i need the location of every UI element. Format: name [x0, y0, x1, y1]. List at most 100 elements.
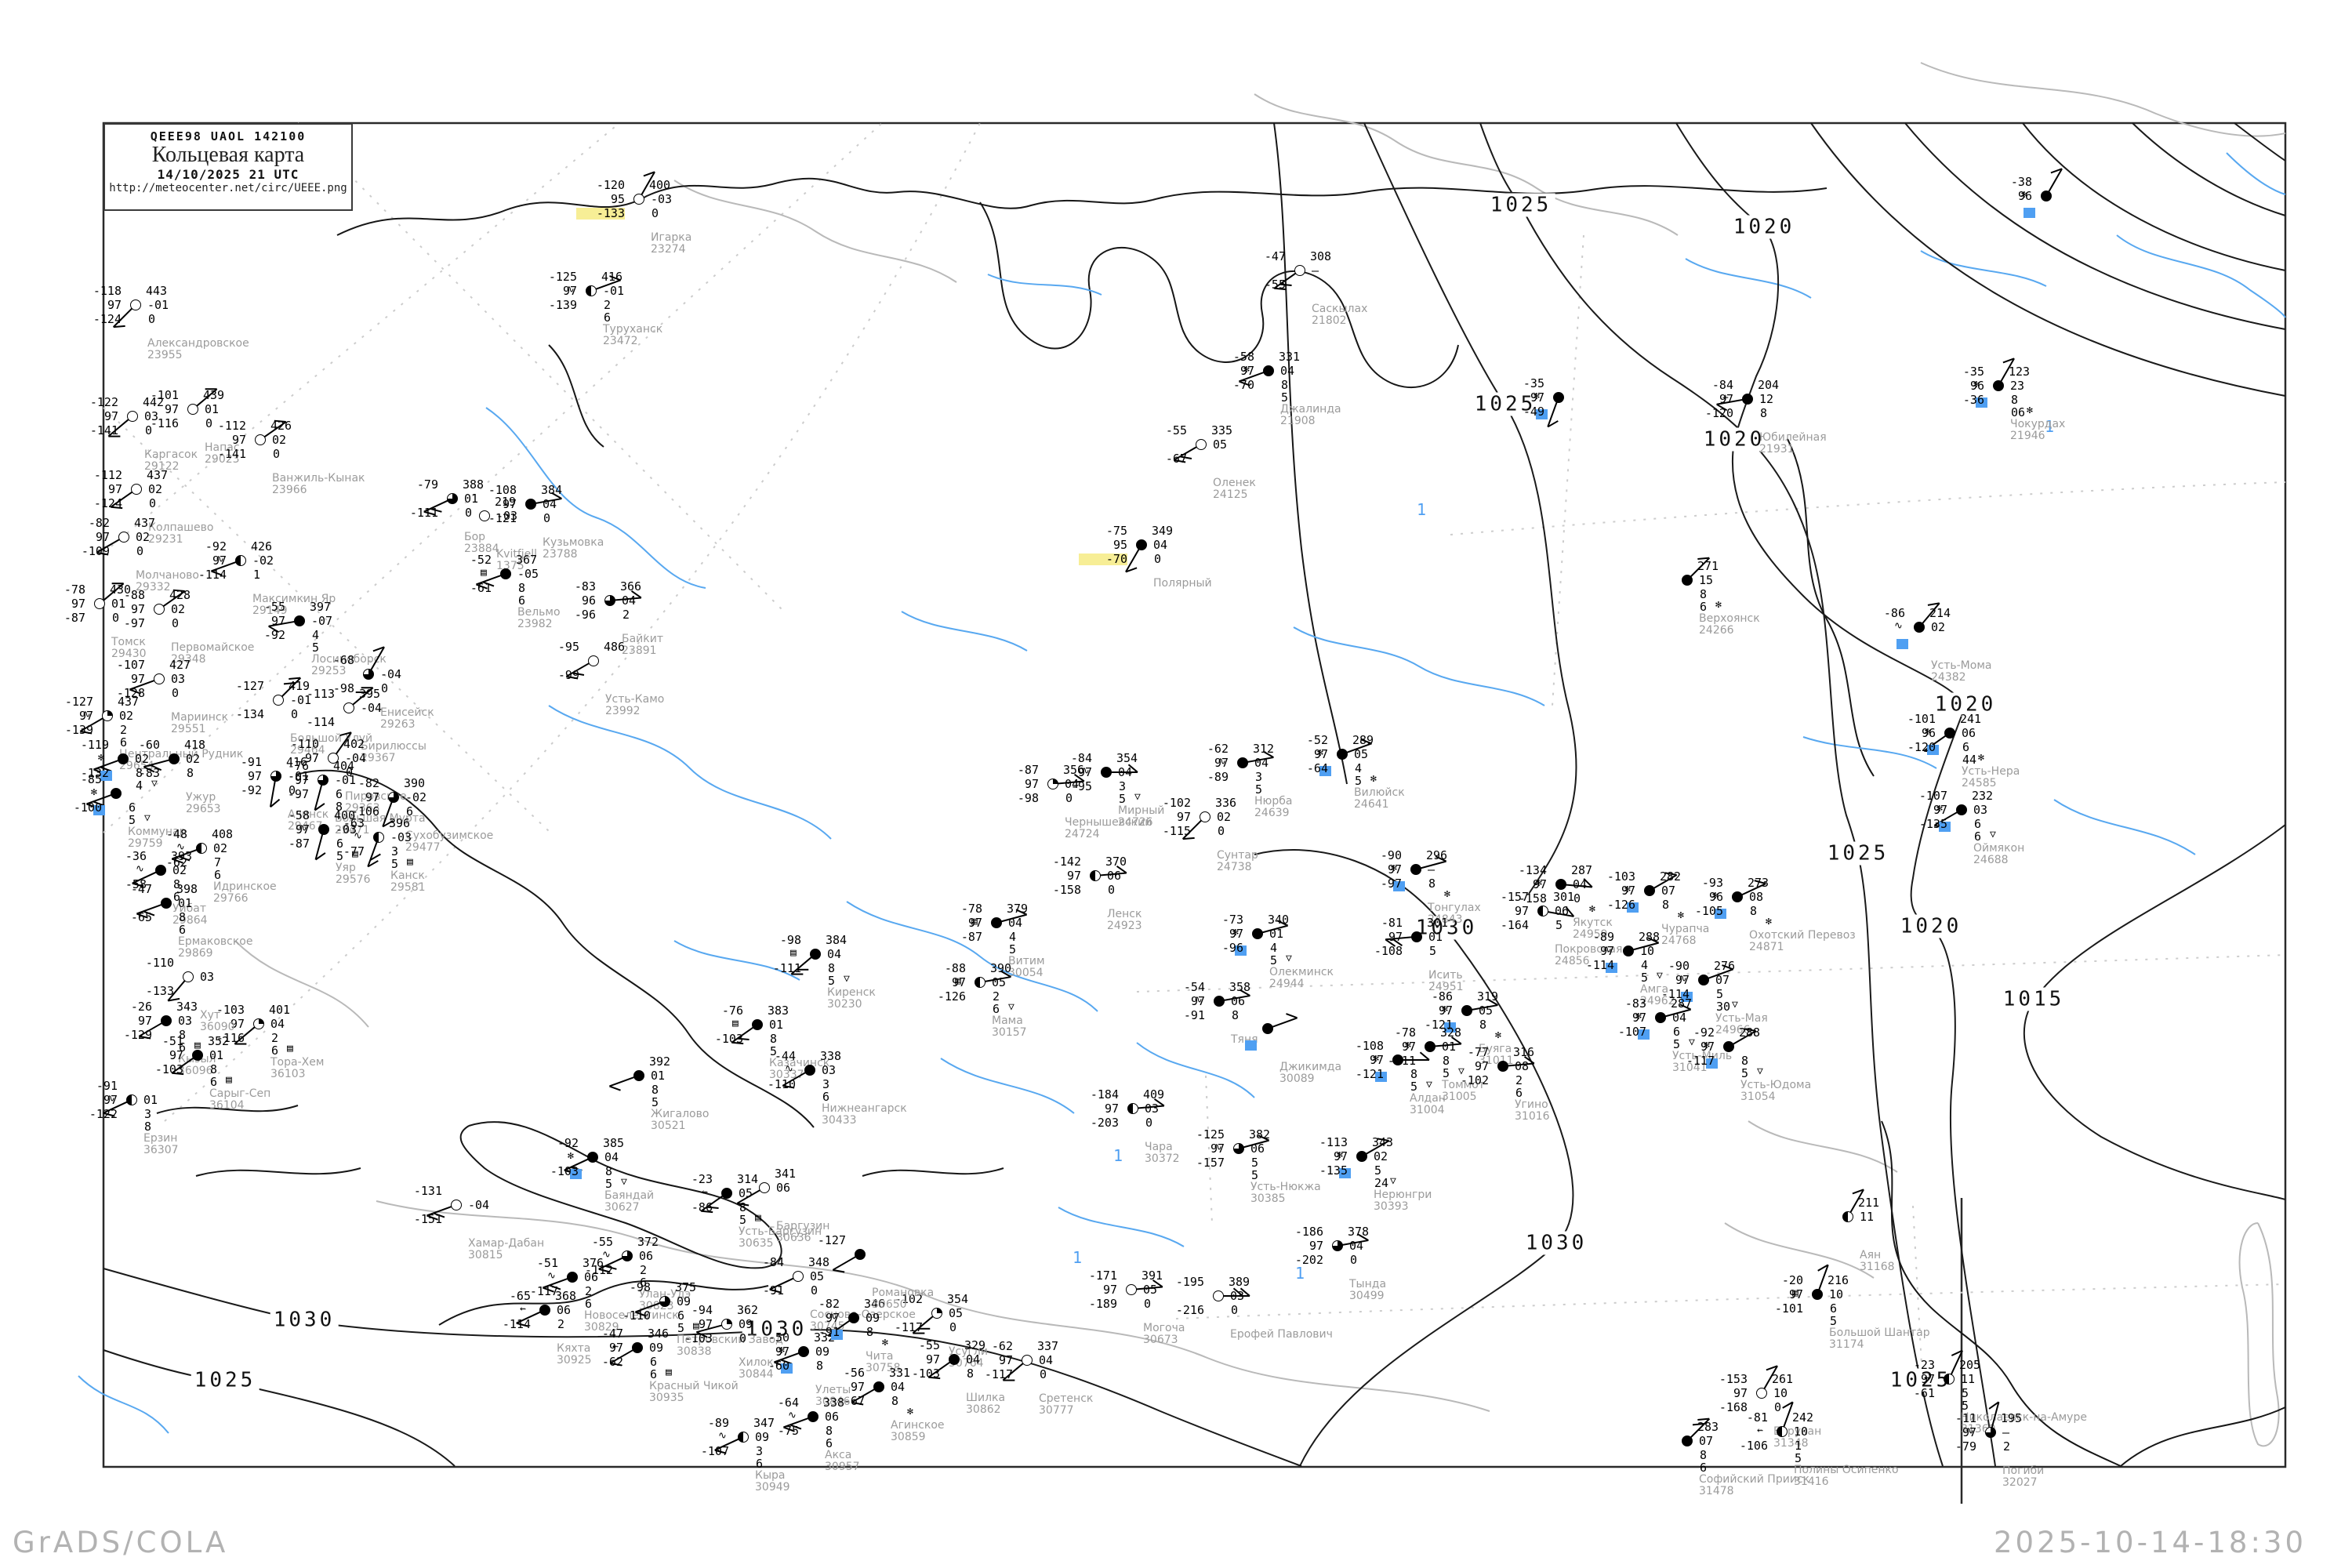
station-index: 30844 — [739, 1368, 774, 1381]
dewpoint: -128 — [116, 686, 145, 700]
station-index: 30935 — [649, 1392, 684, 1404]
temperature: -186 — [1294, 1225, 1323, 1239]
temperature: -88 — [944, 961, 966, 975]
cloud-cover-symbol — [1537, 906, 1548, 916]
visibility-code: 97 — [1514, 904, 1529, 918]
pressure-tendency: 03 — [144, 409, 159, 423]
dewpoint: -135 — [1319, 1163, 1348, 1178]
station-name: Угино — [1515, 1098, 1548, 1111]
snow-cover-marker — [1536, 409, 1548, 419]
dewpoint: -61 — [470, 581, 492, 595]
pressure-tendency: 05 — [810, 1269, 825, 1283]
cloud-amount-low: 5 — [677, 1321, 685, 1335]
station-index: 24966 — [1715, 1024, 1751, 1036]
visibility-code: 97 — [1962, 1425, 1976, 1439]
cloud-amount: 2 — [1515, 1073, 1523, 1087]
temperature: -93 — [1701, 876, 1723, 890]
dewpoint: -139 — [548, 298, 577, 312]
cloud-cover-symbol — [1655, 1012, 1666, 1023]
cloud-amount: 0 — [1350, 1253, 1358, 1267]
cloud-amount: 2 — [622, 608, 630, 622]
cloud-cover-symbol — [343, 702, 354, 713]
pressure-value: 346 — [648, 1327, 670, 1341]
temperature: -83 — [1624, 996, 1646, 1011]
cloud-amount: 8 — [770, 1032, 778, 1046]
pressure-tendency: 06 — [1962, 726, 1976, 740]
pressure-value: 316 — [1513, 1045, 1535, 1059]
cloud-cover-symbol — [721, 1319, 732, 1330]
station-index: 30521 — [651, 1120, 686, 1132]
cloud-cover-symbol — [752, 1019, 763, 1030]
cloud-amount: 6 — [336, 837, 344, 851]
weather-symbol: ∿ — [1194, 994, 1203, 1006]
cloud-amount-low: 6 — [1700, 600, 1708, 614]
visibility-code: 97 — [1438, 1004, 1453, 1018]
station-index: 30859 — [891, 1431, 926, 1443]
cloud-amount: 0 — [1144, 1297, 1152, 1311]
weather-symbol: ⇜ — [520, 1303, 526, 1315]
weather-symbol: ✻ — [568, 1150, 574, 1162]
pressure-value: 384 — [826, 933, 848, 947]
visibility-code: 97 — [1733, 1386, 1748, 1400]
cloud-cover-symbol — [1777, 1426, 1788, 1437]
cloud-cover-symbol — [131, 484, 142, 495]
station-index: 36103 — [270, 1068, 306, 1080]
station-name: Сарыг-Сеп — [209, 1087, 271, 1100]
pressure-tendency: 04 — [1008, 916, 1023, 930]
pressure-tendency: 15 — [1699, 573, 1714, 587]
dewpoint: -115 — [1162, 824, 1191, 838]
pressure-tendency: -01 — [335, 773, 357, 787]
cloud-cover-symbol — [1682, 575, 1693, 586]
station-name: Нерюнгри — [1374, 1189, 1432, 1201]
cloud-cover-symbol — [1555, 879, 1566, 890]
pressure-value: 396 — [389, 816, 411, 830]
pressure-tendency: 07 — [1715, 973, 1730, 987]
dewpoint: -58 — [125, 877, 147, 891]
station-name: Охотский Перевоз — [1749, 929, 1856, 942]
temperature: -76 — [721, 1004, 743, 1018]
dewpoint: -109 — [81, 544, 110, 558]
cloud-amount: 0 — [465, 506, 473, 520]
visibility-code: 97 — [850, 1380, 865, 1394]
cloud-amount-low: 5 — [605, 1177, 613, 1191]
weather-symbol: ▤ — [955, 975, 961, 987]
pressure-value: 123 — [2009, 365, 2031, 379]
visibility-code: 97 — [164, 402, 179, 416]
weather-symbol: ⇜ — [702, 1186, 708, 1198]
station-index: 29581 — [390, 881, 426, 894]
pressure-tendency: 03 — [171, 672, 186, 686]
pressure-tendency: 02 — [135, 752, 150, 766]
cloud-cover-symbol — [1356, 1151, 1367, 1162]
pressure-tendency: 09 — [649, 1341, 664, 1355]
snow-cover-marker — [1606, 963, 1617, 973]
station-name: Бирилюссы — [361, 740, 426, 753]
weather-symbol: ✻ — [1712, 890, 1719, 902]
weather-symbol: ∿ — [1081, 765, 1090, 777]
station-name: Петровский Завод — [677, 1334, 783, 1346]
temperature: -48 — [165, 827, 187, 841]
pressure-value: 301 — [1427, 916, 1449, 930]
cloud-cover-symbol — [169, 753, 180, 764]
visibility-code: 96 — [1708, 890, 1723, 904]
visibility-code: 97 — [1933, 803, 1947, 817]
dewpoint: -97 — [123, 616, 145, 630]
cloud-amount-low: 5 — [336, 849, 344, 863]
station-index: 30627 — [604, 1201, 640, 1214]
cloud-amount: 2 — [120, 723, 128, 737]
cloud-amount: 5 — [1251, 1156, 1259, 1170]
dewpoint: -91 — [818, 1325, 840, 1339]
station-index: 30635 — [739, 1237, 774, 1250]
isobar-label: 1020 — [1730, 215, 1798, 239]
cloud-cover-symbol — [1914, 622, 1925, 633]
visibility-code: 97 — [1532, 877, 1547, 891]
station-index: 36307 — [143, 1144, 179, 1156]
pressure-tendency: -01 — [147, 298, 169, 312]
cloud-amount-low: 6 — [179, 923, 187, 937]
pressure-tendency: 06 — [1555, 904, 1570, 918]
temperature: -82 — [818, 1297, 840, 1311]
temperature: -54 — [1183, 980, 1205, 994]
dewpoint: -168 — [1719, 1400, 1748, 1414]
cloud-cover-symbol — [604, 595, 615, 606]
station-name: Ужур — [186, 791, 216, 804]
pressure-value: 366 — [620, 579, 642, 593]
